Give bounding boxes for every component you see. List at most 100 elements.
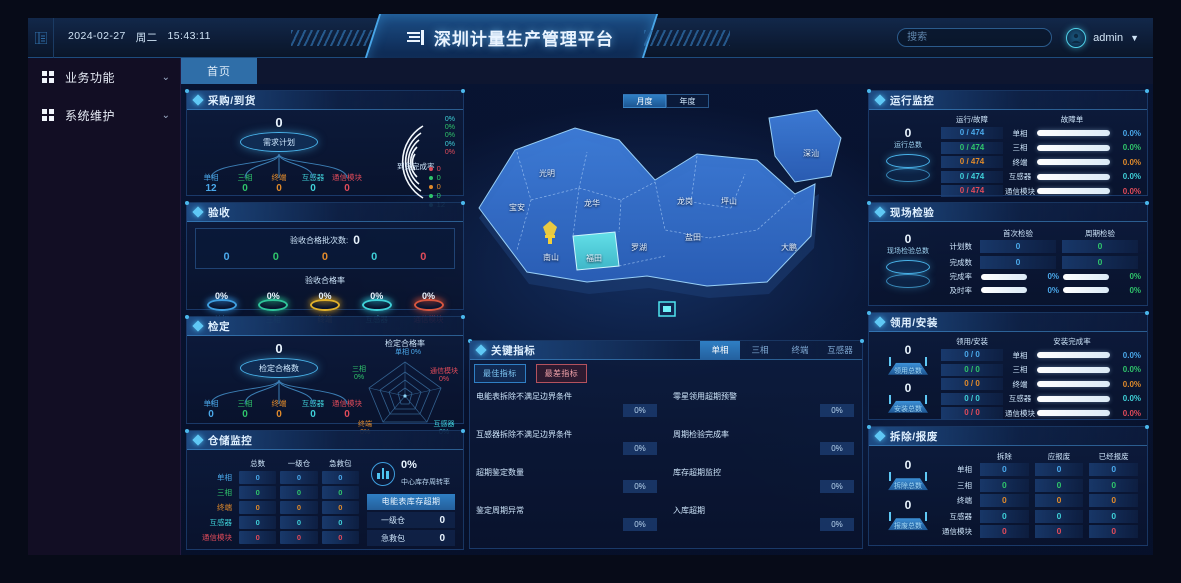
plate-icon xyxy=(883,394,933,417)
kpi-item: 电能表拆除不满足边界条件 0% xyxy=(476,389,659,425)
gauge-pct: 0% xyxy=(421,291,435,301)
map-label-longgang: 龙岗 xyxy=(677,197,693,206)
map-period-tabs: 月度 年度 xyxy=(623,94,709,108)
leg-value: 0 xyxy=(310,183,316,194)
arc-val: 0 xyxy=(436,173,441,182)
map-tab-yearly[interactable]: 年度 xyxy=(666,94,709,108)
progress-bar xyxy=(1037,395,1110,402)
storage-table-header: 总数 一级仓 急救包 xyxy=(195,456,361,470)
leg-value: 0 xyxy=(242,183,248,194)
diamond-icon xyxy=(874,206,886,218)
chevron-down-icon[interactable]: ⌄ xyxy=(161,71,170,83)
column-header: 总数 xyxy=(250,458,266,468)
meter-stock-overdue-button[interactable]: 电能表库存超期 xyxy=(367,494,455,510)
plate-icon xyxy=(883,512,933,534)
map-label-guangming: 光明 xyxy=(539,169,555,178)
grid-icon xyxy=(42,71,54,83)
search-input[interactable] xyxy=(897,28,1053,47)
radar-label: 通信模块 0% xyxy=(430,368,458,383)
purchase-center-value: 0 xyxy=(275,115,283,130)
sidebar-collapse-icon[interactable] xyxy=(28,17,54,58)
chevron-down-icon[interactable]: ⌄ xyxy=(161,109,170,121)
panel-kpi: 关键指标 单相 三相 终端 互感器 最佳指标 最差指标 电能表拆除不满足边界条件… xyxy=(468,339,864,549)
diamond-icon xyxy=(874,316,886,328)
panel-title: 采购/到货 xyxy=(208,94,256,107)
left-column: 采购/到货 0 需求计划 xyxy=(185,89,465,555)
kpi-tab-single-phase[interactable]: 单相 xyxy=(700,341,740,360)
table-row: 通信模块 0 0 0 xyxy=(941,525,1141,538)
kpi-item: 零星领用超期预警 0% xyxy=(673,389,856,425)
page-title: 深圳计量生产管理平台 xyxy=(433,30,614,49)
column-header: 运行/故障 xyxy=(955,115,989,124)
table-row: 完成数 0 0 xyxy=(941,255,1141,269)
arc-val: 0 xyxy=(436,182,441,191)
arc-val: 0 xyxy=(436,164,441,173)
acceptance-gauge: 0% 单相 xyxy=(199,287,244,325)
kpi-tab-transformer[interactable]: 互感器 xyxy=(827,345,853,355)
shenzhen-map: 月度 年度 xyxy=(469,90,863,338)
right-column: 运行监控 0 运行总数 运行/故障 故障单 0 / 474 单相 0.0% 0 / 4… xyxy=(867,89,1149,552)
total-label: 安装总数 xyxy=(894,405,922,413)
kpi-tab-three-phase[interactable]: 三相 xyxy=(751,345,769,355)
diamond-icon xyxy=(192,94,204,106)
arrival-rate-arc-chart: 0% 0% 0% 0% 0% 到货完成率 0 0 0 0 12 xyxy=(361,114,457,209)
header-datetime: 2024-02-27 周二 15:43:11 xyxy=(54,30,211,45)
column-header: 一级仓 xyxy=(287,458,311,468)
acceptance-value: 0 xyxy=(420,251,427,263)
grid-icon xyxy=(42,109,54,121)
diamond-icon xyxy=(874,430,886,442)
sidebar: 业务功能 ⌄ 系统维护 ⌄ xyxy=(28,58,181,555)
leg-value: 0 xyxy=(242,409,248,420)
gauge-pct: 0% xyxy=(266,291,280,301)
column-header: 周期检验 xyxy=(1085,229,1115,238)
field-check-total: 0 现场检验总数 xyxy=(875,233,941,292)
turnover-widget: 0% 中心库存周转率 xyxy=(371,459,455,489)
diamond-icon xyxy=(874,94,886,106)
app-header: 2024-02-27 周二 15:43:11 深圳计量生产管理平台 xyxy=(28,13,1153,64)
chevron-down-icon[interactable]: ▼ xyxy=(1130,32,1139,43)
table-row: 计划数 0 0 xyxy=(941,240,1141,253)
table-row: 0 / 474 互感器 0.0% xyxy=(941,170,1141,183)
acceptance-value: 0 xyxy=(272,251,279,263)
table-row: 终端 0 0 0 xyxy=(941,494,1141,507)
panel-acceptance: 验收 验收合格批次数: 0 0 0 0 0 0 验收合格率 xyxy=(185,201,465,324)
best-indicator-button[interactable]: 最佳指标 xyxy=(474,364,526,383)
map-label-luohu: 罗湖 xyxy=(631,243,647,252)
total-label: 报废总数 xyxy=(894,523,922,531)
verification-center-label: 检定合格数 xyxy=(259,363,299,373)
radar-grid xyxy=(368,361,442,423)
sidebar-item-business[interactable]: 业务功能 ⌄ xyxy=(28,58,180,96)
verification-center-node: 检定合格数 xyxy=(240,358,318,378)
radar-label: 单相 0% xyxy=(394,349,422,356)
tab-home[interactable]: 首页 xyxy=(181,58,257,84)
map-label-yantian: 盐田 xyxy=(685,233,701,242)
plate-icon xyxy=(883,356,933,379)
progress-bar xyxy=(1037,366,1110,373)
sidebar-item-label: 系统维护 xyxy=(65,108,116,123)
map-label-baoan: 宝安 xyxy=(509,203,525,212)
arc-pct: 0% xyxy=(444,148,455,156)
kv-value: 0 xyxy=(439,514,445,526)
panel-title: 验收 xyxy=(208,206,231,219)
header-time: 15:43:11 xyxy=(167,30,211,42)
user-menu[interactable]: admin ▼ xyxy=(1066,27,1139,48)
gauge-pct: 0% xyxy=(318,291,332,301)
diamond-icon xyxy=(192,320,204,332)
kpi-tab-terminal[interactable]: 终端 xyxy=(791,345,809,355)
total-value: 0 xyxy=(904,498,912,513)
kpi-tabs: 单相 三相 终端 互感器 xyxy=(700,341,860,360)
map-shapes xyxy=(478,109,842,317)
platform-logo-icon xyxy=(406,29,424,45)
table-row: 0 / 474 终端 0.0% xyxy=(941,156,1141,168)
arc-rings xyxy=(401,125,424,199)
table-row: 三相 0 0 0 xyxy=(941,478,1141,492)
radar-title: 检定合格率 xyxy=(385,339,425,348)
worst-indicator-button[interactable]: 最差指标 xyxy=(535,364,588,383)
table-row: 0 / 0 单相 0.0% xyxy=(941,349,1141,361)
total-label: 现场检验总数 xyxy=(887,248,929,255)
map-tab-monthly[interactable]: 月度 xyxy=(623,94,666,108)
sidebar-item-system[interactable]: 系统维护 ⌄ xyxy=(28,96,180,134)
